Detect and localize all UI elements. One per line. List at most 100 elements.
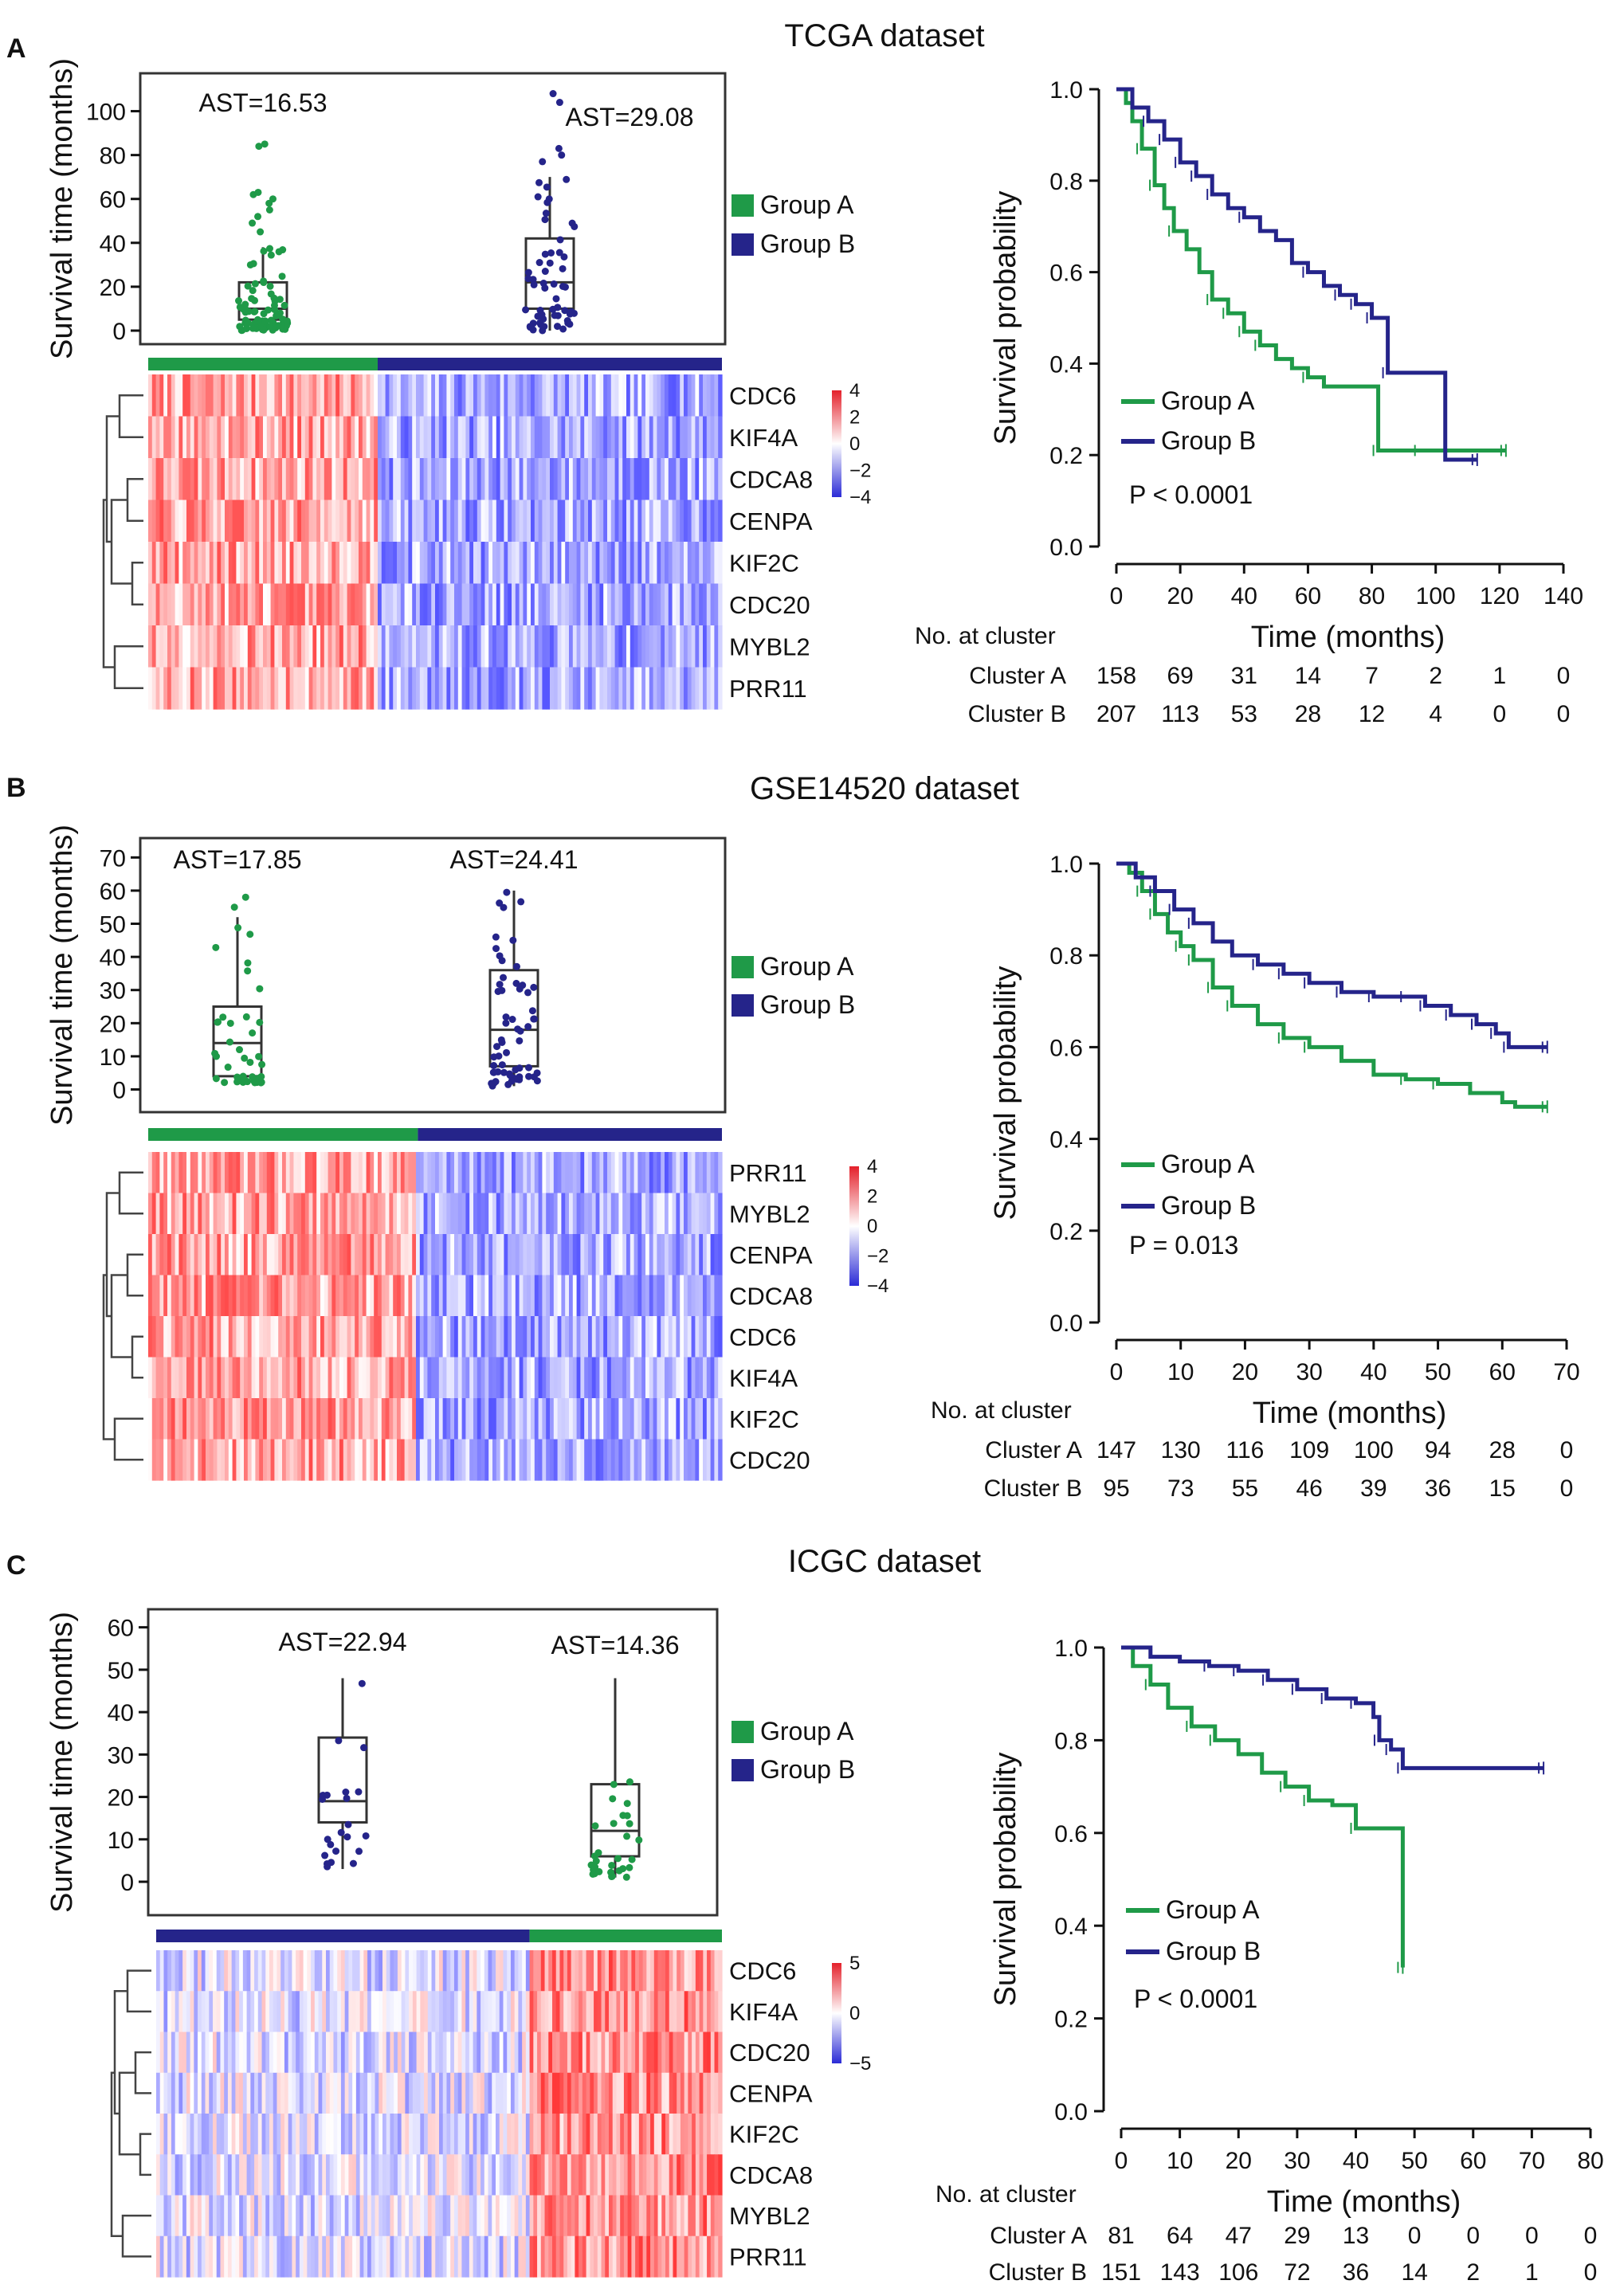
heat-cell <box>609 2114 614 2155</box>
heat-cell <box>221 625 226 668</box>
heat-cell <box>569 1398 574 1440</box>
heat-cell <box>240 1275 245 1317</box>
heat-cell <box>599 542 604 585</box>
heat-cell <box>167 1316 172 1358</box>
data-point <box>524 275 532 283</box>
heat-cell <box>263 625 268 668</box>
heat-cell <box>653 1991 659 2033</box>
heat-cell <box>469 2032 474 2074</box>
heat-cell <box>247 458 253 501</box>
heat-cell <box>469 667 474 710</box>
heat-cell <box>480 2235 485 2278</box>
heat-cell <box>510 2235 516 2278</box>
heat-cell <box>642 2072 647 2114</box>
heat-cell <box>565 583 570 626</box>
y-axis-label: Survival probability <box>989 966 1022 1220</box>
legend-swatch <box>732 994 754 1017</box>
risk-value: 14 <box>1295 663 1321 689</box>
heat-cell <box>255 1398 260 1440</box>
heat-cell <box>416 1991 421 2033</box>
risk-value: 64 <box>1167 2223 1193 2249</box>
heat-cell <box>450 1439 455 1481</box>
heat-cell <box>488 416 493 459</box>
heat-cell <box>546 1193 551 1235</box>
heat-cell <box>289 625 294 668</box>
heat-cell <box>488 1950 492 1992</box>
y-axis-label: Survival probability <box>989 191 1022 445</box>
heat-cell <box>175 374 179 417</box>
heat-cell <box>379 2032 383 2074</box>
heat-cell <box>442 374 447 417</box>
heat-cell <box>351 542 355 585</box>
heat-cell <box>308 1439 313 1481</box>
heat-cell <box>653 583 657 626</box>
heat-cell <box>394 2195 398 2237</box>
km-legend-label: Group B <box>1166 1937 1261 1965</box>
heat-cell <box>586 2032 590 2074</box>
heat-cell <box>661 2154 666 2196</box>
heat-cell <box>416 2195 421 2237</box>
heat-cell <box>231 1950 236 1992</box>
heat-cell <box>326 2032 331 2074</box>
heat-cell <box>465 1398 470 1440</box>
heat-cell <box>175 542 179 585</box>
heat-cell <box>297 1234 302 1276</box>
heat-cell <box>673 2114 677 2155</box>
heat-cell <box>175 1234 179 1276</box>
heat-cell <box>427 667 432 710</box>
heat-cell <box>331 416 336 459</box>
heat-cell <box>538 500 543 543</box>
heat-cell <box>457 625 463 668</box>
heat-cell <box>280 2154 285 2196</box>
heat-cell <box>335 1357 340 1399</box>
heat-cell <box>637 1439 642 1481</box>
heat-cell <box>614 583 619 626</box>
heat-cell <box>512 416 516 459</box>
heat-cell <box>465 2032 470 2074</box>
heat-cell <box>424 2235 429 2278</box>
heat-cell <box>572 500 578 543</box>
data-point <box>233 1078 241 1086</box>
heat-cell <box>404 500 409 543</box>
x-tick-label: 100 <box>1416 583 1456 609</box>
heat-cell <box>633 1193 638 1235</box>
heat-cell <box>213 667 218 710</box>
heat-cell <box>718 2195 723 2237</box>
heat-cell <box>595 374 600 417</box>
heat-cell <box>347 1193 351 1235</box>
heat-cell <box>423 1316 428 1358</box>
data-point <box>246 1058 254 1066</box>
heat-cell <box>642 2032 647 2074</box>
heat-cell <box>216 1950 222 1992</box>
heat-cell <box>206 1398 210 1440</box>
heat-cell <box>695 1398 700 1440</box>
heat-cell <box>416 625 421 668</box>
heat-cell <box>518 2195 523 2237</box>
heat-cell <box>167 1991 172 2033</box>
heat-cell <box>706 625 712 668</box>
data-point <box>253 1079 261 1087</box>
heat-cell <box>576 458 581 501</box>
heat-cell <box>371 1950 376 1992</box>
heat-cell <box>446 2154 451 2196</box>
heat-cell <box>374 1398 379 1440</box>
heat-cell <box>329 2114 335 2155</box>
heat-cell <box>626 1275 631 1317</box>
heat-cell <box>255 1234 260 1276</box>
heat-cell <box>385 1152 390 1194</box>
heat-cell <box>571 2032 575 2074</box>
heat-cell <box>217 1357 222 1399</box>
heat-cell <box>540 1950 546 1992</box>
heat-cell <box>155 1398 160 1440</box>
heat-cell <box>614 1275 619 1317</box>
heat-cell <box>257 1950 263 1992</box>
heat-cell <box>646 1950 651 1992</box>
heat-cell <box>381 1316 386 1358</box>
heat-cell <box>553 1275 559 1317</box>
heat-cell <box>405 2072 410 2114</box>
heat-cell <box>465 2072 470 2114</box>
heat-cell <box>261 1950 266 1992</box>
heat-cell <box>607 1357 612 1399</box>
boxplot-frame <box>139 72 727 346</box>
heat-cell <box>427 1316 432 1358</box>
